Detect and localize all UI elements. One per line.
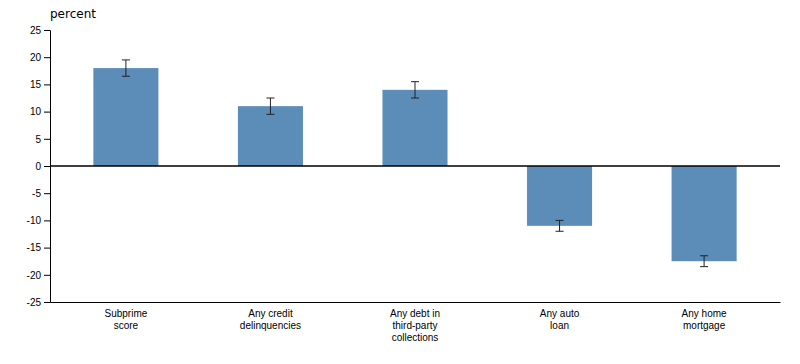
x-axis: SubprimescoreAny creditdelinquenciesAny … [51,303,781,344]
x-tick-label: Any debt inthird-partycollections [390,308,440,343]
y-tick-mark [44,84,50,85]
error-bar [122,60,130,76]
y-tick-label: -20 [27,270,42,281]
bar [382,90,447,166]
x-tick: Subprimescore [104,308,147,331]
error-bar [266,98,274,114]
zero-line [50,165,780,167]
x-tick-label-line: Any debt in [390,308,440,319]
y-tick-label: -15 [27,242,42,253]
y-tick-mark [44,112,50,113]
bar [672,166,737,261]
x-tick: Any creditdelinquencies [240,308,301,331]
error-bar [411,82,419,98]
bar [527,166,592,226]
x-tick: Any homemortgage [682,308,727,331]
y-tick-mark [44,30,50,31]
plot: -25 -20 -15 -10 -5 0 5 10 15 20 25 Subprimescore Any… [27,25,781,343]
y-tick-mark [44,248,50,249]
x-tick-label-line: third-party [392,320,437,331]
x-axis-line [51,302,781,303]
y-tick-label: 20 [30,52,42,63]
y-axis: -25 -20 -15 -10 -5 0 5 10 15 20 25 [27,25,51,308]
x-tick-label-line: loan [550,320,569,331]
marks [50,60,780,267]
x-tick-label: Any creditdelinquencies [240,308,301,331]
y-tick: 5 [35,134,50,145]
y-tick: 15 [30,79,50,90]
x-tick-label-line: Any auto [540,308,580,319]
x-tick-label-line: Any credit [248,308,293,319]
x-tick-label-line: mortgage [683,320,726,331]
y-axis-label: percent [50,7,96,21]
y-tick-label: 0 [35,161,41,172]
y-tick: -20 [27,270,50,281]
x-tick-label: Subprimescore [104,308,147,331]
bar [93,68,158,166]
y-tick-label: -25 [27,297,42,308]
y-tick-mark [44,139,50,140]
x-tick-label-line: score [114,320,139,331]
bar [238,106,303,166]
y-tick-mark [44,166,50,167]
y-tick: -10 [27,215,50,226]
y-tick-mark [44,193,50,194]
x-tick-label-line: Subprime [104,308,147,319]
x-tick-label-line: collections [392,332,439,343]
y-tick: 25 [30,25,50,36]
x-tick-label: Any autoloan [540,308,580,331]
y-tick-mark [44,57,50,58]
y-tick-label: -5 [32,188,41,199]
chart: -25 -20 -15 -10 -5 0 5 10 15 20 25 Subprimescore Any… [0,0,800,364]
y-tick: 0 [35,161,50,172]
y-tick-label: 15 [30,79,42,90]
y-tick: -25 [27,297,50,308]
y-tick-mark [44,275,50,276]
y-tick: 10 [30,106,50,117]
x-tick-label-line: Any home [682,308,727,319]
y-tick-label: -10 [27,215,42,226]
y-tick-label: 10 [30,106,42,117]
x-tick: Any autoloan [540,308,580,331]
y-tick-mark [44,220,50,221]
y-axis-line [44,31,51,303]
y-tick: -15 [27,242,50,253]
y-tick-mark [44,302,50,303]
x-tick: Any debt inthird-partycollections [390,308,440,343]
y-tick: 20 [30,52,50,63]
y-tick-label: 25 [30,25,42,36]
y-tick-label: 5 [35,134,41,145]
x-tick-label-line: delinquencies [240,320,301,331]
error-bar [556,220,564,231]
error-bar [700,256,708,267]
x-tick-label: Any homemortgage [682,308,727,331]
y-tick: -5 [32,188,50,199]
